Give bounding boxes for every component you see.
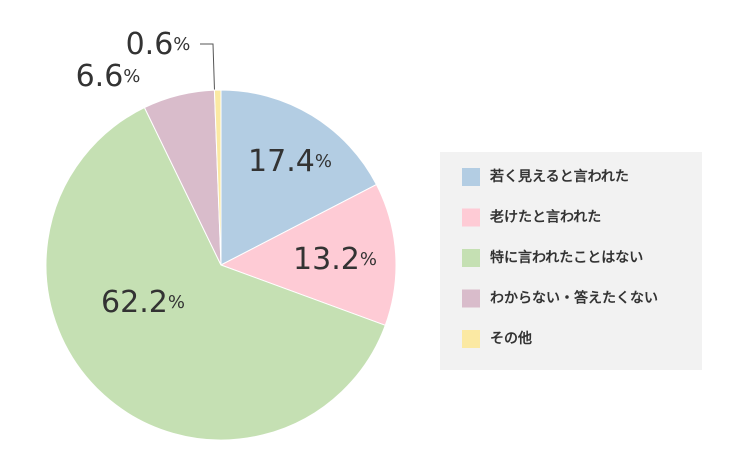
label-number: 13.2 xyxy=(293,242,360,277)
legend-swatch xyxy=(462,168,480,186)
label-number: 6.6 xyxy=(76,59,124,94)
data-label: 62.2% xyxy=(101,285,185,320)
pie-slice xyxy=(219,183,397,326)
legend-box xyxy=(440,152,702,370)
legend-swatch xyxy=(462,249,480,267)
data-label: 0.6% xyxy=(126,27,191,62)
label-number: 62.2 xyxy=(101,285,168,320)
pie-slice xyxy=(45,106,386,441)
data-label: 13.2% xyxy=(293,242,377,277)
label-unit: % xyxy=(123,66,140,87)
label-unit: % xyxy=(315,151,332,172)
legend-label: 若く見えると言われた xyxy=(489,168,629,185)
legend-swatch xyxy=(462,208,480,227)
data-label: 6.6% xyxy=(76,59,141,94)
legend-label: 特に言われたことはない xyxy=(490,249,643,266)
legend-label: その他 xyxy=(490,330,532,347)
leader-line xyxy=(200,43,216,107)
pie-slice xyxy=(220,89,378,266)
legend-swatch xyxy=(462,289,480,308)
label-unit: % xyxy=(168,292,185,313)
label-number: 17.4 xyxy=(248,144,315,179)
legend-label: わからない・答えたくない xyxy=(490,290,658,307)
pie-slice xyxy=(213,89,222,266)
label-unit: % xyxy=(360,249,377,270)
data-label: 17.4% xyxy=(248,144,332,179)
pie xyxy=(45,89,397,441)
label-number: 0.6 xyxy=(126,27,174,62)
legend-swatch xyxy=(462,330,480,348)
legend-label: 老けたと言われた xyxy=(490,209,601,226)
label-unit: % xyxy=(173,34,190,55)
